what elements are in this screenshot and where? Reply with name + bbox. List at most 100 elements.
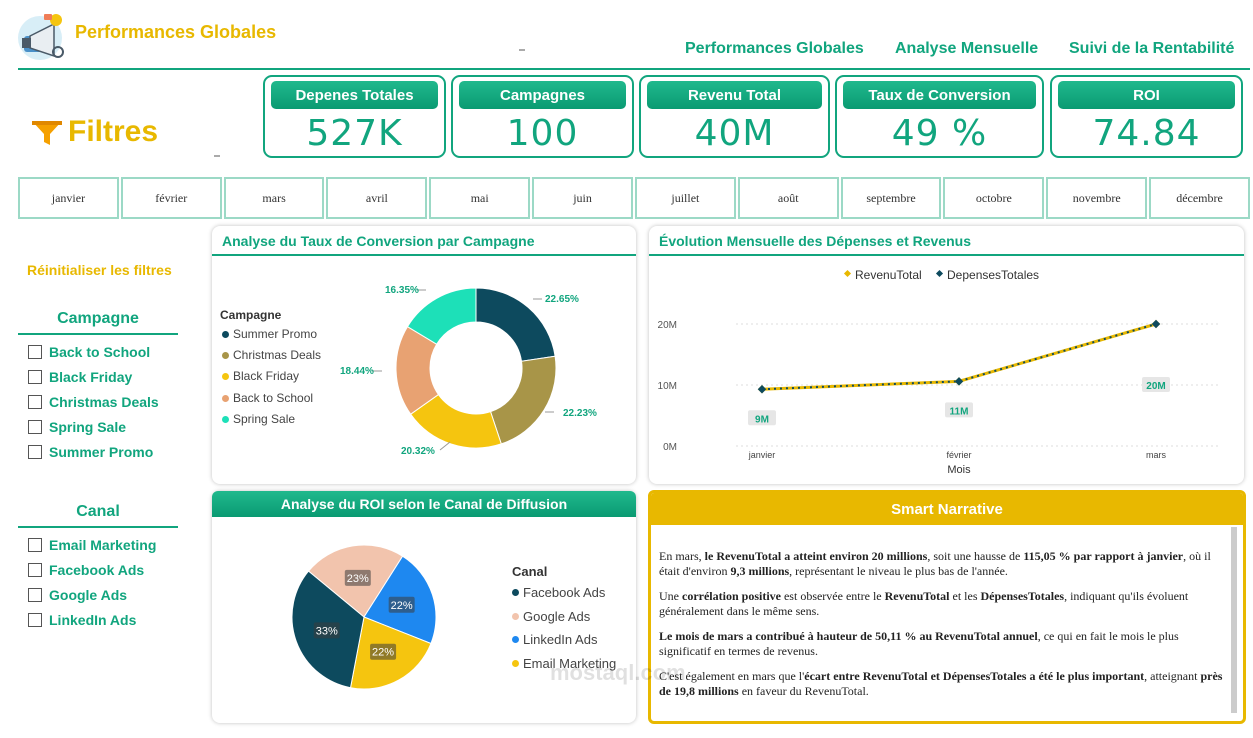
month-button-fevrier[interactable]: février <box>120 177 222 219</box>
checkbox-box[interactable] <box>28 563 42 577</box>
month-button-juillet[interactable]: juillet <box>634 177 736 219</box>
svg-text:22%: 22% <box>372 647 394 659</box>
checkbox-label: Christmas Deals <box>49 394 159 410</box>
checkbox-box[interactable] <box>28 538 42 552</box>
watermark: mostaql.com <box>550 660 686 685</box>
checkbox-box[interactable] <box>28 445 42 459</box>
checkbox-box[interactable] <box>28 395 42 409</box>
x-tick-label: mars <box>1146 450 1166 460</box>
y-tick-label: 0M <box>663 442 677 453</box>
checkbox-label: Back to School <box>49 344 151 360</box>
title-divider <box>212 254 636 256</box>
checkbox-box[interactable] <box>28 588 42 602</box>
month-button-mai[interactable]: mai <box>429 177 531 219</box>
data-point[interactable] <box>954 377 964 386</box>
svg-text:22%: 22% <box>391 600 413 612</box>
checkbox-summer-promo[interactable]: Summer Promo <box>28 444 153 460</box>
svg-text:20M: 20M <box>1146 381 1165 392</box>
narrative-text-run: RevenuTotal <box>884 589 950 603</box>
pie-data-label: 22% <box>388 596 415 613</box>
divider-mark <box>519 49 525 51</box>
checkbox-box[interactable] <box>28 345 42 359</box>
checkbox-label: Facebook Ads <box>49 562 145 578</box>
narrative-text-run: , atteignant <box>1144 669 1201 683</box>
kpi-label: Campagnes <box>459 81 626 109</box>
checkbox-black-friday[interactable]: Black Friday <box>28 369 132 385</box>
legend-label: LinkedIn Ads <box>523 632 598 647</box>
data-point[interactable] <box>1151 319 1161 329</box>
kpi-value: 40M <box>694 113 775 154</box>
line-chart: RevenuTotal DepensesTotales 0M 10M 20M janvie… <box>658 268 1219 476</box>
narrative-text-run: Une <box>659 589 682 603</box>
legend-dot <box>512 636 519 643</box>
month-button-juin[interactable]: juin <box>532 177 633 219</box>
legend-dot <box>222 351 229 359</box>
narrative-text-run: , soit une hausse de <box>927 549 1024 563</box>
legend-label: RevenuTotal <box>855 268 922 282</box>
kpi-card-campagnes: Campagnes 100 <box>451 75 634 158</box>
narrative-text-run: 9,3 millions <box>730 564 790 578</box>
checkbox-label: LinkedIn Ads <box>49 612 137 628</box>
kpi-value: 49 % <box>891 113 988 154</box>
checkbox-label: Google Ads <box>49 587 128 603</box>
narrative-paragraph: En mars, le RevenuTotal a atteint enviro… <box>659 549 1229 579</box>
svg-text:23%: 23% <box>347 573 369 585</box>
legend-dot <box>222 415 229 423</box>
narrative-scrollbar[interactable] <box>1231 527 1237 713</box>
nav-analyse-mensuelle[interactable]: Analyse Mensuelle <box>895 40 1039 57</box>
legend-dot <box>222 330 229 338</box>
legend-item: Black Friday <box>222 369 299 383</box>
x-axis-label: Mois <box>947 464 971 476</box>
checkbox-email-marketing[interactable]: Email Marketing <box>28 537 156 553</box>
legend-dot <box>512 613 519 620</box>
narrative-text-run: C'est également en mars que l' <box>659 669 805 683</box>
checkbox-box[interactable] <box>28 370 42 384</box>
checkbox-google-ads[interactable]: Google Ads <box>28 587 127 603</box>
checkbox-spring-sale[interactable]: Spring Sale <box>28 419 126 435</box>
app-title: Performances Globales <box>75 22 277 42</box>
chart-title: Évolution Mensuelle des Dépenses et Reve… <box>659 233 971 249</box>
legend-item: Facebook Ads <box>512 585 605 600</box>
checkbox-christmas-deals[interactable]: Christmas Deals <box>28 394 159 410</box>
svg-text:9M: 9M <box>755 414 769 425</box>
conversion-donut-chart <box>395 287 557 449</box>
reset-filters-button[interactable]: Réinitialiser les filtres <box>27 262 172 278</box>
conversion-chart-panel: Analyse du Taux de Conversion par Campag… <box>212 226 636 484</box>
kpi-card-roi: ROI 74.84 <box>1050 75 1243 158</box>
checkbox-box[interactable] <box>28 420 42 434</box>
narrative-text-run: DépensesTotales <box>980 589 1065 603</box>
checkbox-label: Spring Sale <box>49 419 127 435</box>
month-button-janvier[interactable]: janvier <box>18 177 119 219</box>
month-button-septembre[interactable]: septembre <box>840 177 942 219</box>
narrative-paragraph: C'est également en mars que l'écart entr… <box>659 669 1229 699</box>
narrative-text-run: près de 19,8 millions <box>659 669 1223 698</box>
nav-performances-globales[interactable]: Performances Globales <box>685 40 864 57</box>
slicer-divider <box>18 526 178 528</box>
month-button-octobre[interactable]: octobre <box>943 177 1045 219</box>
data-point[interactable] <box>757 385 767 394</box>
month-button-aout[interactable]: août <box>737 177 839 219</box>
narrative-text-run: corrélation positive <box>682 589 781 603</box>
legend-marker <box>843 269 852 278</box>
nav-suivi-rentabilite[interactable]: Suivi de la Rentabilité <box>1069 40 1235 57</box>
month-button-novembre[interactable]: novembre <box>1046 177 1148 219</box>
narrative-text-run: , représentant le niveau le plus bas de … <box>789 564 1008 578</box>
narrative-text-run: le RevenuTotal a atteint environ 20 mill… <box>704 549 928 563</box>
checkbox-facebook-ads[interactable]: Facebook Ads <box>28 562 144 578</box>
slice-label: 20.32% <box>401 446 435 457</box>
legend-dot <box>512 589 519 596</box>
legend-dot <box>222 372 229 380</box>
checkbox-linkedin-ads[interactable]: LinkedIn Ads <box>28 612 136 628</box>
slice-label: 16.35% <box>385 285 419 296</box>
month-button-decembre[interactable]: décembre <box>1149 177 1250 219</box>
kpi-label: Depenes Totales <box>271 81 438 109</box>
divider-mark <box>214 155 220 157</box>
donut-slice-spring-sale[interactable] <box>406 287 477 345</box>
month-button-avril[interactable]: avril <box>326 177 428 219</box>
month-button-mars[interactable]: mars <box>223 177 325 219</box>
checkbox-back-to-school[interactable]: Back to School <box>28 344 150 360</box>
narrative-text-run: est observée entre le <box>780 589 885 603</box>
svg-text:33%: 33% <box>316 625 338 637</box>
checkbox-box[interactable] <box>28 613 42 627</box>
